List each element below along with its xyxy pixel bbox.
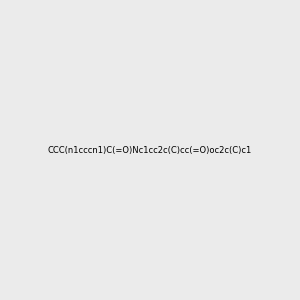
Text: CCC(n1cccn1)C(=O)Nc1cc2c(C)cc(=O)oc2c(C)c1: CCC(n1cccn1)C(=O)Nc1cc2c(C)cc(=O)oc2c(C)… [48, 146, 252, 154]
